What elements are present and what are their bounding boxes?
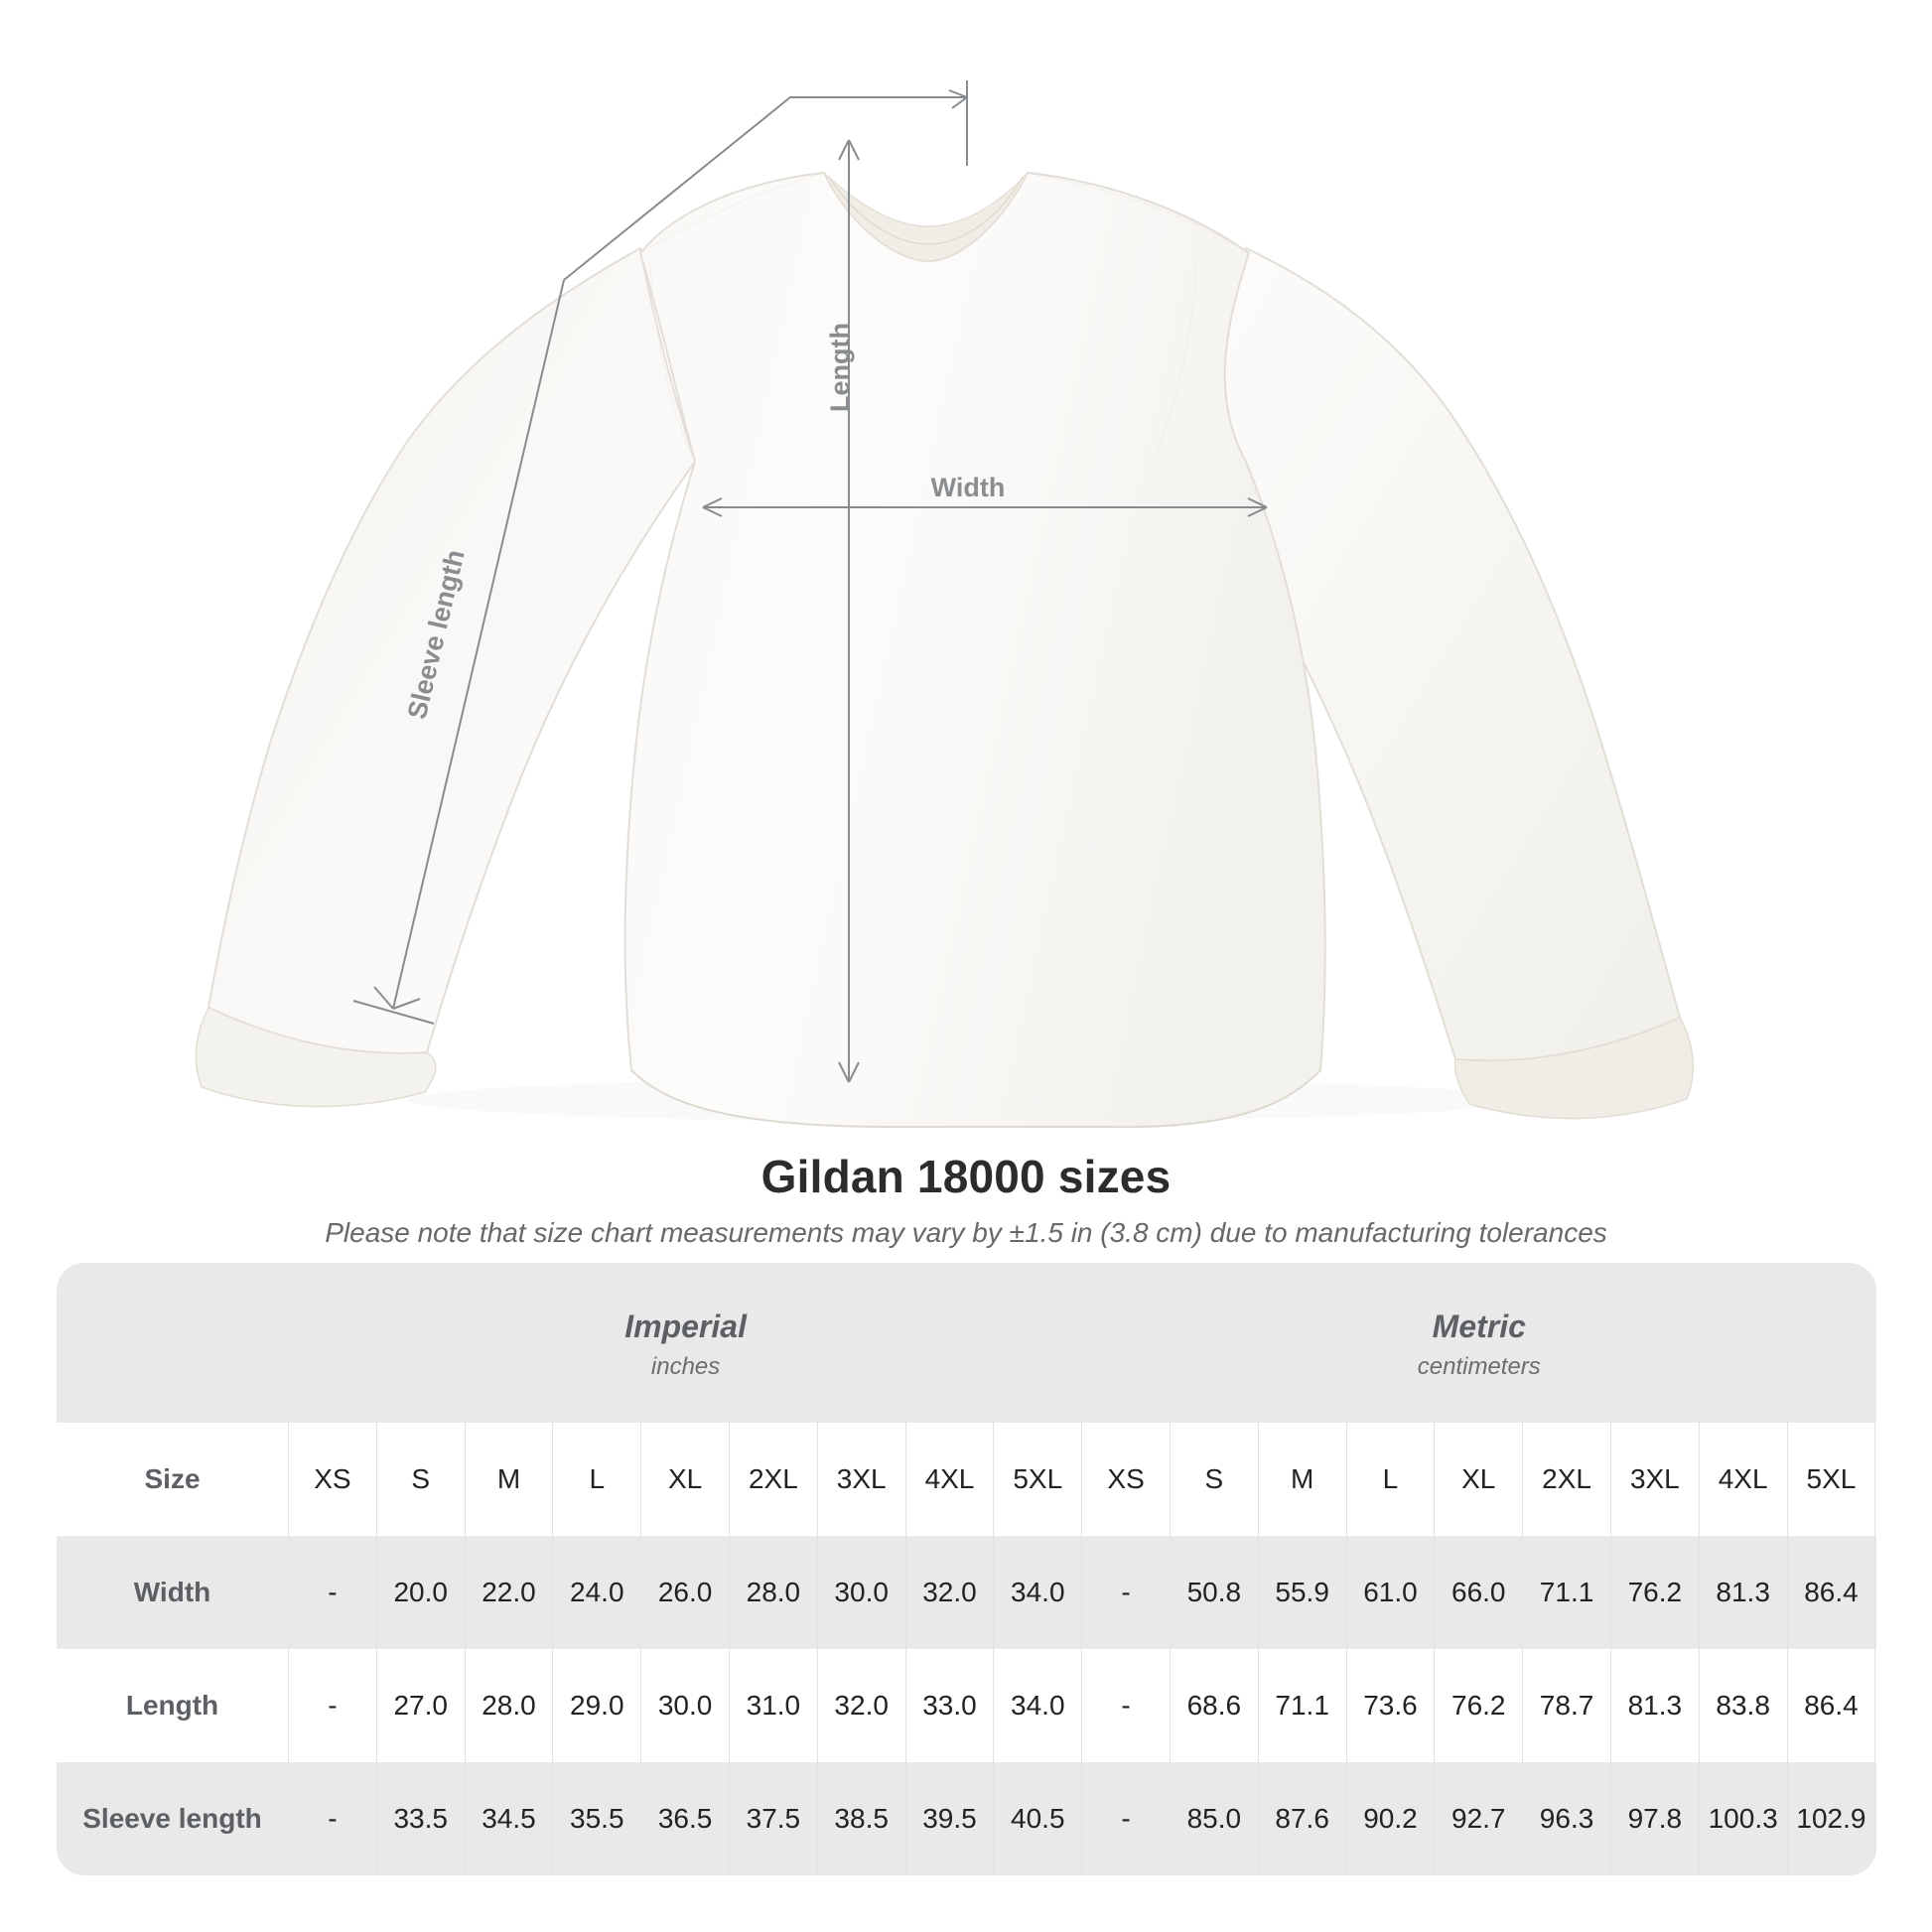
svg-text:Length: Length [825,323,855,412]
svg-text:Width: Width [931,473,1006,502]
